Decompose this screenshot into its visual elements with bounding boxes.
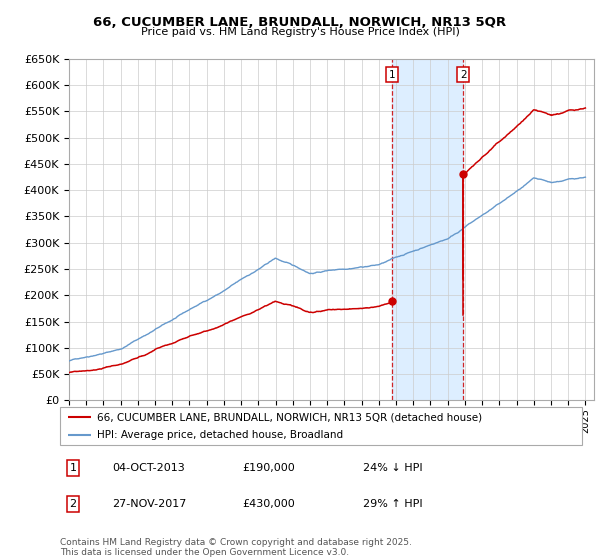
Text: HPI: Average price, detached house, Broadland: HPI: Average price, detached house, Broa… bbox=[97, 430, 343, 440]
Text: 1: 1 bbox=[388, 69, 395, 80]
Text: £190,000: £190,000 bbox=[242, 463, 295, 473]
Text: 66, CUCUMBER LANE, BRUNDALL, NORWICH, NR13 5QR (detached house): 66, CUCUMBER LANE, BRUNDALL, NORWICH, NR… bbox=[97, 412, 482, 422]
Text: Contains HM Land Registry data © Crown copyright and database right 2025.
This d: Contains HM Land Registry data © Crown c… bbox=[60, 538, 412, 557]
Text: 66, CUCUMBER LANE, BRUNDALL, NORWICH, NR13 5QR: 66, CUCUMBER LANE, BRUNDALL, NORWICH, NR… bbox=[94, 16, 506, 29]
Text: 29% ↑ HPI: 29% ↑ HPI bbox=[363, 499, 422, 509]
Text: 27-NOV-2017: 27-NOV-2017 bbox=[112, 499, 187, 509]
Text: 24% ↓ HPI: 24% ↓ HPI bbox=[363, 463, 422, 473]
Text: Price paid vs. HM Land Registry's House Price Index (HPI): Price paid vs. HM Land Registry's House … bbox=[140, 27, 460, 37]
Bar bbox=[392, 59, 463, 400]
Text: 04-OCT-2013: 04-OCT-2013 bbox=[112, 463, 185, 473]
Text: 2: 2 bbox=[70, 499, 77, 509]
Text: 2: 2 bbox=[460, 69, 466, 80]
Text: £430,000: £430,000 bbox=[242, 499, 295, 509]
FancyBboxPatch shape bbox=[60, 407, 582, 445]
Text: 1: 1 bbox=[70, 463, 77, 473]
